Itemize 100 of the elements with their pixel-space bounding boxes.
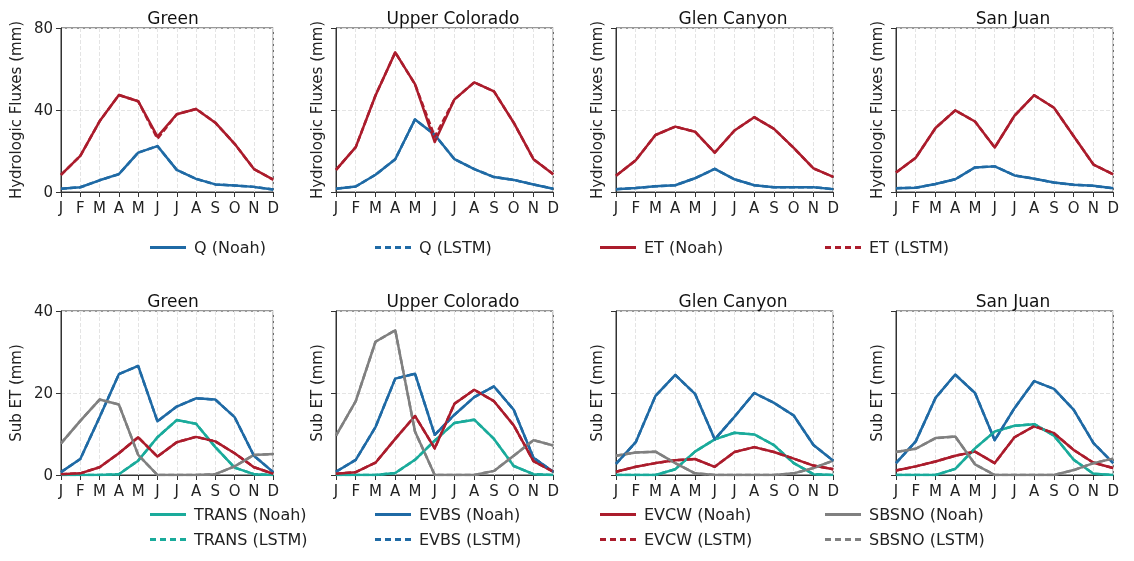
chart-title: Green xyxy=(147,290,199,311)
y-axis-title: Sub ET (mm) xyxy=(307,344,326,442)
x-tick-label: M xyxy=(93,481,107,500)
x-tick-label: A xyxy=(390,481,402,500)
x-tick-label: M xyxy=(408,481,422,500)
x-tick-label: J xyxy=(431,198,437,217)
x-tick-label: M xyxy=(968,481,982,500)
x-tick-label: M xyxy=(369,481,382,500)
x-tick-label: J xyxy=(173,481,179,500)
y-axis-title: Sub ET (mm) xyxy=(587,344,606,442)
x-tick-label: S xyxy=(769,481,779,500)
x-tick-label: S xyxy=(489,481,499,500)
x-tick-label: A xyxy=(469,198,481,217)
x-tick-label: M xyxy=(929,198,942,217)
x-tick-label: O xyxy=(228,198,241,217)
x-tick-label: M xyxy=(131,198,145,217)
x-tick-label: D xyxy=(267,481,280,500)
x-tick-label: D xyxy=(827,198,840,217)
x-tick-label: J xyxy=(57,481,64,500)
x-tick-label: O xyxy=(787,198,800,217)
legend-label: SBSNO (LSTM) xyxy=(869,530,985,549)
x-tick-label: F xyxy=(75,198,85,217)
x-tick-label: J xyxy=(154,481,160,500)
x-tick-label: D xyxy=(547,481,560,500)
x-tick-label: N xyxy=(1087,481,1100,500)
legend-label: SBSNO (Noah) xyxy=(869,505,984,524)
x-tick-label: A xyxy=(670,198,682,217)
x-tick-label: M xyxy=(649,481,662,500)
x-tick-label: J xyxy=(57,198,64,217)
x-tick-label: J xyxy=(612,198,619,217)
y-axis-title: Hydrologic Fluxes (mm) xyxy=(6,20,25,200)
x-tick-label: F xyxy=(911,198,921,217)
y-tick-label: 40 xyxy=(33,302,53,320)
x-tick-label: A xyxy=(113,198,125,217)
legend-label: EVBS (Noah) xyxy=(419,505,521,524)
legend-label: Q (Noah) xyxy=(194,238,266,257)
chart-title: Upper Colorado xyxy=(386,290,520,311)
x-tick-label: J xyxy=(991,481,997,500)
x-tick-label: J xyxy=(451,198,457,217)
x-tick-label: M xyxy=(929,481,942,500)
y-axis-title: Hydrologic Fluxes (mm) xyxy=(587,20,606,200)
x-tick-label: S xyxy=(210,481,221,500)
x-tick-label: M xyxy=(649,198,662,217)
y-tick-label: 40 xyxy=(33,101,53,119)
x-tick-label: J xyxy=(731,481,737,500)
x-tick-label: S xyxy=(1049,198,1059,217)
x-tick-label: A xyxy=(190,481,202,500)
x-tick-label: N xyxy=(527,198,540,217)
y-axis-title: Sub ET (mm) xyxy=(867,344,886,442)
x-tick-label: M xyxy=(688,198,702,217)
legend-label: Q (LSTM) xyxy=(419,238,492,257)
x-tick-label: F xyxy=(911,481,921,500)
x-tick-label: J xyxy=(332,198,339,217)
x-tick-label: S xyxy=(489,198,499,217)
legend-label: TRANS (Noah) xyxy=(194,505,307,524)
legend-label: EVCW (Noah) xyxy=(644,505,752,524)
x-tick-label: A xyxy=(950,198,962,217)
chart-title: Glen Canyon xyxy=(678,290,788,311)
legend-label: EVCW (LSTM) xyxy=(644,530,753,549)
x-tick-label: A xyxy=(670,481,682,500)
x-tick-label: D xyxy=(267,198,280,217)
x-tick-label: D xyxy=(827,481,840,500)
x-tick-label: J xyxy=(731,198,737,217)
chart-title: San Juan xyxy=(975,290,1051,311)
x-tick-label: N xyxy=(248,198,260,217)
x-tick-label: A xyxy=(390,198,402,217)
x-tick-label: J xyxy=(154,198,160,217)
x-tick-label: D xyxy=(1107,198,1120,217)
chart-title: Green xyxy=(147,7,199,28)
x-tick-label: F xyxy=(631,481,641,500)
x-tick-label: O xyxy=(1067,198,1080,217)
x-tick-label: D xyxy=(1107,481,1120,500)
x-tick-label: O xyxy=(228,481,241,500)
y-axis-title: Hydrologic Fluxes (mm) xyxy=(307,20,326,200)
x-tick-label: A xyxy=(749,198,761,217)
x-tick-label: J xyxy=(711,481,717,500)
x-tick-label: J xyxy=(991,198,997,217)
x-tick-label: M xyxy=(968,198,982,217)
y-tick-label: 0 xyxy=(43,183,53,201)
x-tick-label: A xyxy=(469,481,481,500)
x-tick-label: F xyxy=(351,481,361,500)
chart-title: San Juan xyxy=(975,7,1051,28)
x-tick-label: J xyxy=(612,481,619,500)
x-tick-label: J xyxy=(451,481,457,500)
x-tick-label: J xyxy=(892,198,899,217)
x-tick-label: J xyxy=(892,481,899,500)
x-tick-label: M xyxy=(369,198,382,217)
y-tick-label: 0 xyxy=(43,466,53,484)
x-tick-label: S xyxy=(769,198,779,217)
x-tick-label: M xyxy=(688,481,702,500)
x-tick-label: F xyxy=(631,198,641,217)
x-tick-label: S xyxy=(210,198,221,217)
x-tick-label: J xyxy=(332,481,339,500)
x-tick-label: N xyxy=(248,481,260,500)
legend-label: ET (Noah) xyxy=(644,238,724,257)
y-axis-title: Hydrologic Fluxes (mm) xyxy=(867,20,886,200)
x-tick-label: O xyxy=(1067,481,1080,500)
x-tick-label: N xyxy=(807,481,820,500)
x-tick-label: J xyxy=(711,198,717,217)
x-tick-label: A xyxy=(1029,481,1041,500)
